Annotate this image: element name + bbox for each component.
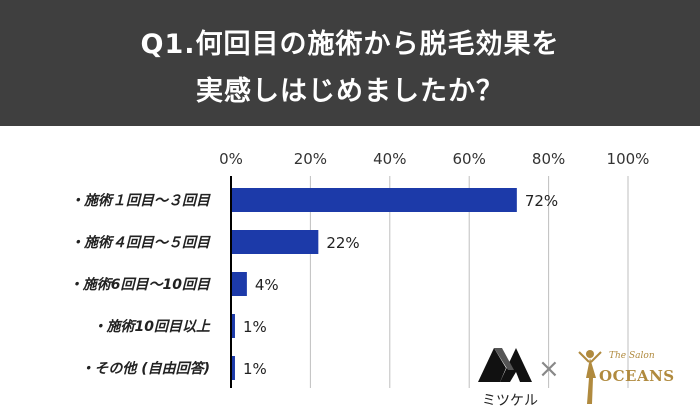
- x-tick-label: 40%: [373, 150, 406, 168]
- x-tick-label: 0%: [219, 150, 243, 168]
- title-banner: Q1.何回目の施術から脱毛効果を 実感しはじめましたか？: [0, 0, 700, 126]
- x-tick-label: 20%: [294, 150, 327, 168]
- title-line-2: 実感しはじめましたか？: [196, 76, 504, 107]
- bar: [232, 356, 235, 380]
- bar: [232, 188, 517, 212]
- oceans-figure-icon: [578, 350, 602, 404]
- category-label: ・施術４回目～５回目: [70, 234, 211, 251]
- collab-separator: ×: [538, 354, 560, 384]
- category-label: ・施術6回目～10回目: [69, 276, 211, 293]
- bar: [232, 230, 319, 254]
- mitsukeru-logo: ミツケル: [470, 340, 550, 418]
- x-tick-label: 100%: [607, 150, 650, 168]
- title-line-1: Q1.何回目の施術から脱毛効果を: [140, 29, 560, 60]
- mitsukeru-mark-icon: [478, 348, 532, 382]
- oceans-text: OCEANS: [599, 367, 675, 385]
- oceans-script: The Salon: [609, 351, 655, 361]
- x-tick-label: 80%: [532, 150, 565, 168]
- data-label: 1%: [243, 360, 267, 378]
- data-label: 22%: [326, 234, 359, 252]
- data-label: 72%: [525, 192, 558, 210]
- category-label: ・施術10回目以上: [93, 318, 211, 335]
- bar-chart: 0% 20% 40% 60% 80% 100% ・施術１回目～３回目 72% ・施術４回目～５回…: [69, 150, 650, 388]
- category-label: ・施術１回目～３回目: [70, 192, 211, 209]
- x-tick-label: 60%: [453, 150, 486, 168]
- oceans-logo: The Salon OCEANS: [575, 342, 695, 412]
- bar: [232, 314, 235, 338]
- category-label: ・その他 (自由回答): [80, 360, 210, 377]
- mitsukeru-text: ミツケル: [482, 393, 538, 409]
- bar: [232, 272, 247, 296]
- data-label: 1%: [243, 318, 267, 336]
- data-label: 4%: [255, 276, 279, 294]
- logo-area: ミツケル × The Salon OCEANS: [470, 340, 695, 418]
